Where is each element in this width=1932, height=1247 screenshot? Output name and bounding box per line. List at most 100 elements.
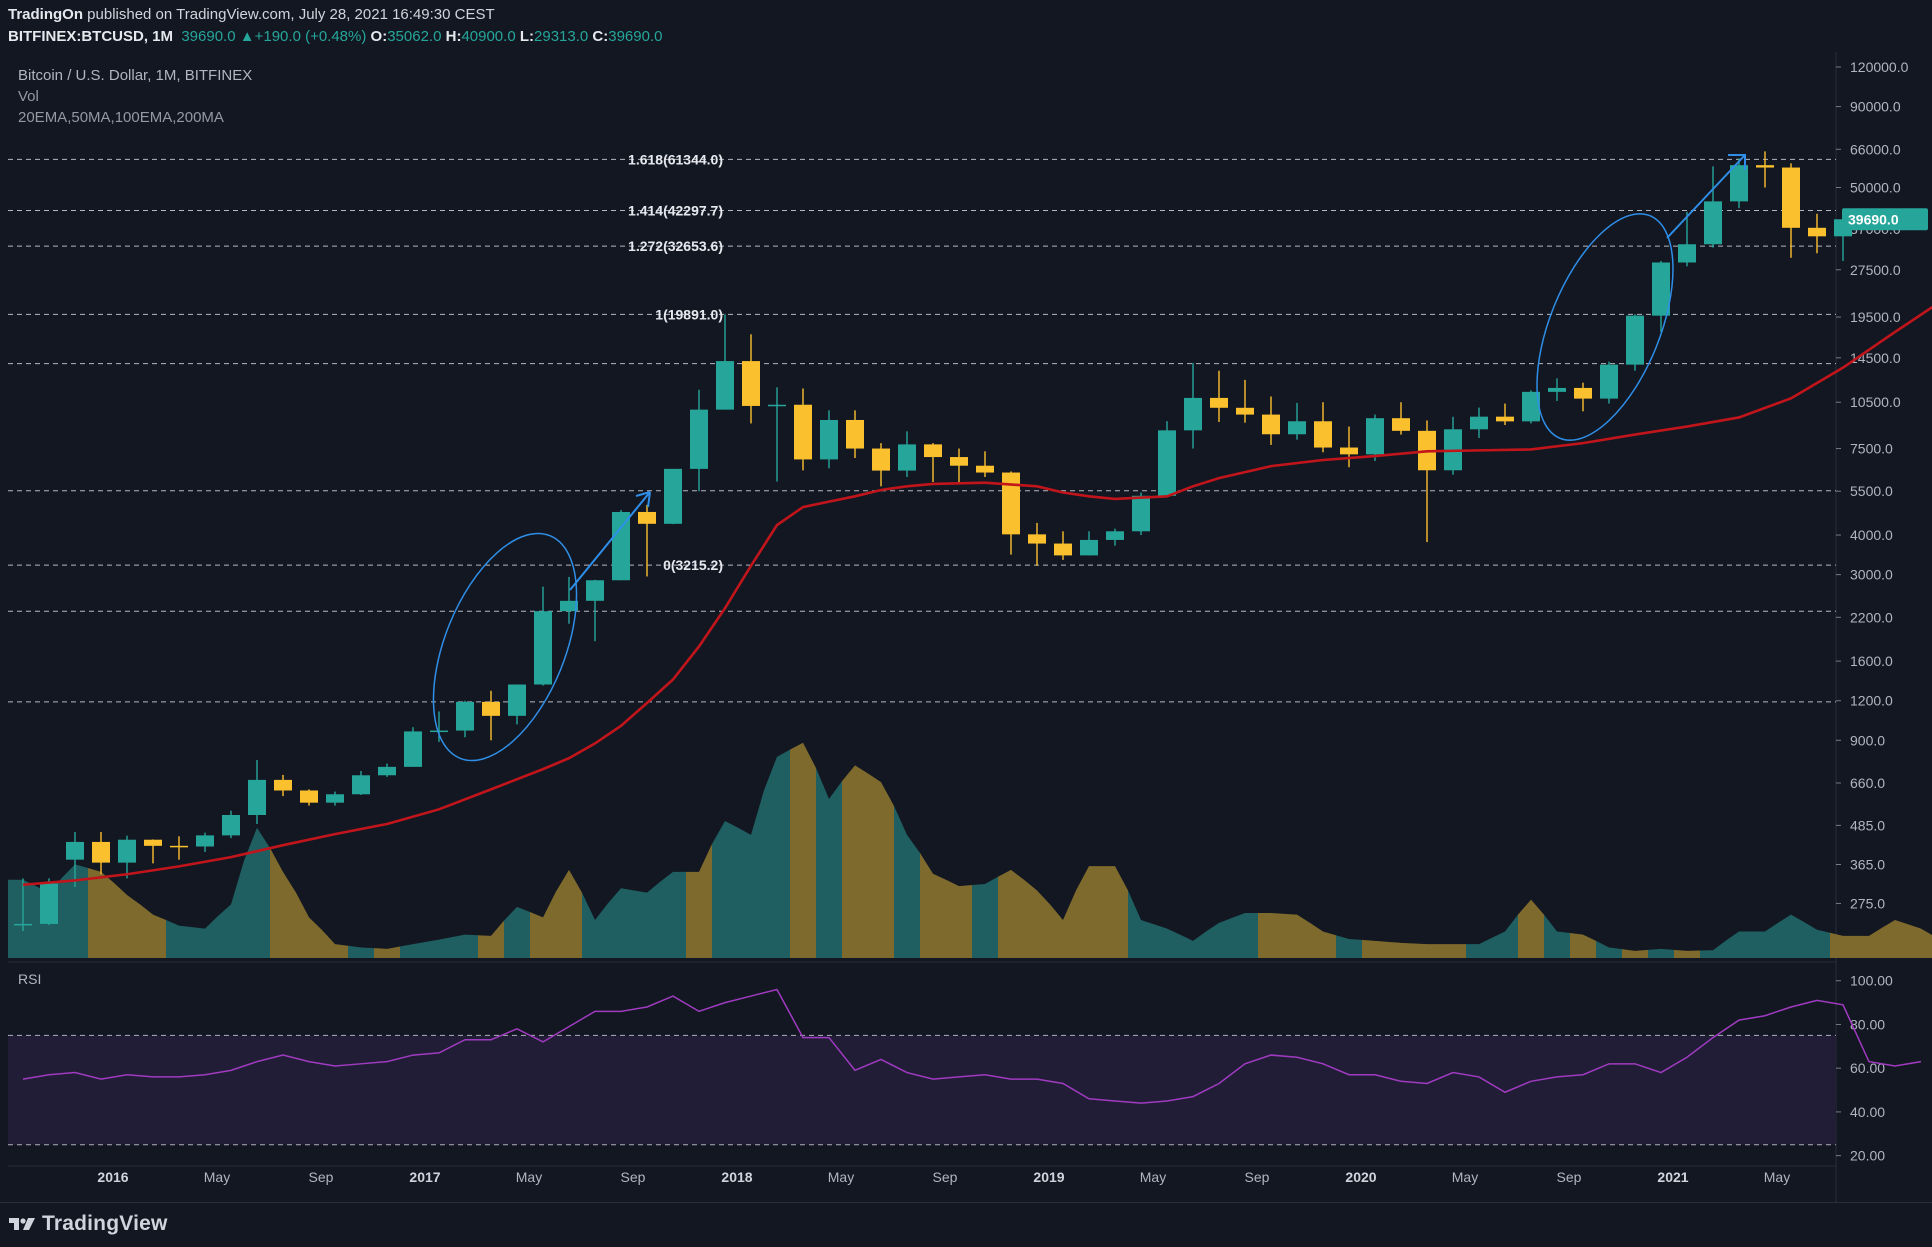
time-tick-label: May [1764, 1169, 1790, 1185]
high-label: H: [445, 28, 462, 45]
candle-body [1002, 472, 1020, 535]
candle-body [1678, 244, 1696, 263]
volume-area-segment [894, 805, 920, 958]
volume-area-segment [8, 879, 36, 958]
candle-body [924, 444, 942, 458]
low-label: L: [519, 28, 535, 45]
open-label: O: [370, 28, 388, 45]
brand-name: TradingView [42, 1212, 168, 1235]
ohlc-line: BITFINEX:BTCUSD, 1M 39690.0 ▲+190.0 (+0.… [8, 28, 662, 45]
volume-area-segment [608, 888, 634, 958]
rsi-line [22, 988, 1922, 1104]
price-tick-label: 3000.0 [1850, 567, 1893, 583]
price-tick-label: 7500.0 [1850, 441, 1893, 457]
price-tick-label: 1600.0 [1850, 653, 1893, 669]
candle-body [1496, 416, 1514, 422]
rsi-tick-label: 20.00 [1850, 1148, 1885, 1164]
price-tick-label: 485.0 [1850, 817, 1885, 833]
volume-area-segment [1362, 939, 1388, 958]
time-tick-label: 2017 [409, 1169, 440, 1185]
time-tick-label: 2016 [97, 1169, 128, 1185]
time-tick-label: May [1452, 1169, 1478, 1185]
time-tick-label: 2020 [1345, 1169, 1376, 1185]
candle-body [742, 361, 760, 406]
volume-area-segment [1544, 914, 1570, 958]
candle-body [1080, 539, 1098, 556]
brand[interactable]: TradingView [8, 1212, 168, 1236]
annotation-ellipse [1536, 213, 1674, 441]
fib-level-label: 1.414(42297.7) [628, 203, 723, 219]
volume-area-segment [1076, 866, 1102, 958]
rsi-band [8, 1035, 1836, 1145]
volume-area-segment [1778, 914, 1804, 958]
volume-area-segment [452, 934, 478, 958]
candle-body [716, 361, 734, 410]
candle-body [1756, 165, 1774, 168]
volume-area-segment [140, 904, 166, 958]
price-chart[interactable]: Bitcoin / U.S. Dollar, 1M, BITFINEX Vol 20… [0, 52, 1932, 1202]
candle-body [560, 600, 578, 612]
volume-area-segment [218, 860, 244, 958]
last-price-badge-label: 39690.0 [1848, 211, 1899, 227]
price-tick-label: 10500.0 [1850, 394, 1901, 410]
candle-body [1106, 531, 1124, 540]
published-text: published on TradingView.com, July 28, 2… [87, 6, 495, 23]
time-tick-label: Sep [1245, 1169, 1270, 1185]
price-tick-label: 4000.0 [1850, 527, 1893, 543]
high-value: 40900.0 [461, 28, 516, 45]
candle-body [144, 839, 162, 846]
chart-background [0, 52, 1932, 1202]
legend-ma: 20EMA,50MA,100EMA,200MA [18, 109, 224, 126]
volume-area-segment [62, 864, 88, 958]
last-price-badge [1842, 208, 1928, 231]
rsi-tick-label: 100.00 [1850, 973, 1893, 989]
volume-area-segment [1596, 940, 1622, 958]
candle-body [66, 841, 84, 860]
fib-level-label: 1(19891.0) [655, 306, 723, 322]
volume-area-segment [1258, 913, 1284, 958]
volume-area-segment [1284, 913, 1310, 958]
volume-area-segment [1882, 920, 1908, 958]
volume-area-segment [1154, 924, 1180, 958]
candle-body [508, 684, 526, 716]
time-tick-label: May [1140, 1169, 1166, 1185]
volume-area-segment [426, 937, 452, 958]
price-tick-label: 900.0 [1850, 732, 1885, 748]
price-tick-label: 90000.0 [1850, 99, 1901, 115]
volume-area-segment [1518, 899, 1544, 958]
candle-body [248, 779, 266, 815]
volume-area-segment [1310, 922, 1336, 958]
annotation-arrowhead [1728, 154, 1746, 170]
up-arrow-icon: ▲ [239, 28, 255, 45]
volume-area-segment [998, 869, 1024, 958]
time-tick-label: 2019 [1033, 1169, 1064, 1185]
volume-area-segment [1180, 931, 1206, 958]
candle-body [1158, 430, 1176, 496]
price-tick-label: 660.0 [1850, 775, 1885, 791]
candle-body [352, 775, 370, 795]
time-tick-label: May [828, 1169, 854, 1185]
close-value: 39690.0 [608, 28, 663, 45]
publisher[interactable]: TradingOn [8, 6, 83, 23]
price-tick-label: 50000.0 [1850, 179, 1901, 195]
volume-area-segment [1570, 933, 1596, 958]
volume-area-segment [582, 892, 608, 958]
candle-body [430, 730, 448, 733]
volume-area-segment [1050, 890, 1076, 958]
volume-area-segment [1492, 914, 1518, 958]
candle-body [1210, 397, 1228, 408]
tradingview-logo-icon [9, 1218, 35, 1230]
symbol[interactable]: BITFINEX:BTCUSD, 1M [8, 28, 173, 45]
volume-area-segment [1648, 948, 1674, 958]
volume-area-segment [1024, 879, 1050, 958]
time-tick-label: 2018 [721, 1169, 752, 1185]
volume-area-segment [1336, 935, 1362, 958]
footer-divider [0, 1202, 1932, 1203]
volume-area-segment [1466, 937, 1492, 958]
price-tick-label: 19500.0 [1850, 309, 1901, 325]
time-tick-label: May [516, 1169, 542, 1185]
volume-area-segment [88, 868, 114, 958]
volume-area-segment [478, 920, 504, 958]
candle-body [1652, 262, 1670, 316]
volume-area-segment [1674, 949, 1700, 958]
